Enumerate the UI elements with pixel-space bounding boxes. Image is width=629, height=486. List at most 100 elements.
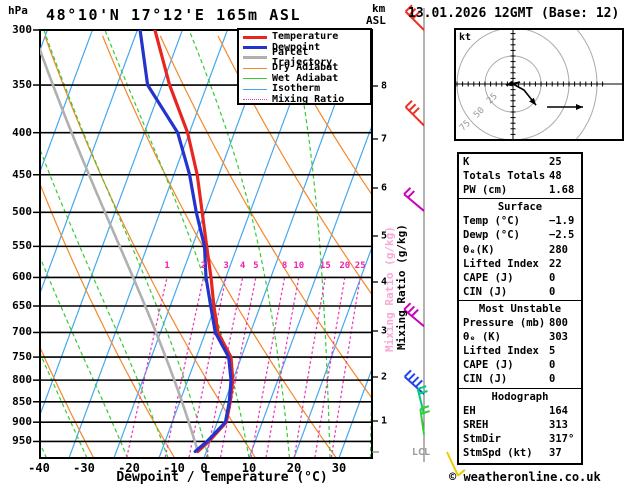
wet-adiabat-line bbox=[40, 351, 88, 458]
pressure-tick-label: 950 bbox=[12, 434, 32, 448]
table-row-value: −1.9 bbox=[549, 215, 575, 228]
table-row: CAPE (J) 0 bbox=[459, 271, 581, 285]
legend-swatch-icon bbox=[243, 56, 267, 60]
pressure-tick-label: 600 bbox=[12, 270, 32, 284]
legend-item: Isotherm bbox=[243, 84, 370, 94]
table-row-label: CAPE (J) bbox=[463, 359, 514, 372]
temperature-axis-title: Dewpoint / Temperature (°C) bbox=[116, 470, 328, 485]
mixing-ratio-value-label: 1 bbox=[164, 261, 170, 271]
table-section: K 25 Totals Totals 48 PW (cm) 1.68 bbox=[459, 154, 581, 198]
legend-swatch-icon bbox=[243, 88, 267, 90]
table-row-value: 0 bbox=[549, 285, 556, 298]
table-row: Dewp (°C) −2.5 bbox=[459, 228, 581, 242]
pressure-tick-label: 800 bbox=[12, 373, 32, 387]
wind-barb-icon bbox=[404, 4, 425, 31]
table-row-label: EH bbox=[463, 404, 476, 417]
mixing-ratio-value-label: 4 bbox=[239, 261, 246, 271]
table-row-value: 303 bbox=[549, 331, 568, 344]
wind-barb-column bbox=[403, 4, 466, 477]
table-row-label: Pressure (mb) bbox=[463, 317, 546, 330]
mixing-ratio-line bbox=[265, 277, 300, 458]
table-row-label: PW (cm) bbox=[463, 184, 508, 197]
legend-item-label: Mixing Ratio bbox=[272, 93, 345, 105]
pressure-tick-label: 650 bbox=[12, 299, 32, 312]
legend-swatch-icon bbox=[243, 67, 267, 69]
pressure-tick-label: 300 bbox=[12, 23, 32, 36]
table-row-label: CIN (J) bbox=[463, 285, 508, 298]
mixing-ratio-value-label: 3 bbox=[223, 261, 229, 271]
lcl-label: LCL bbox=[412, 447, 431, 458]
hodograph bbox=[456, 30, 622, 139]
table-row: PW (cm) 1.68 bbox=[459, 183, 581, 197]
legend-item: Mixing Ratio bbox=[243, 94, 370, 104]
pressure-tick-label: 900 bbox=[12, 415, 32, 429]
table-row-value: 164 bbox=[549, 404, 568, 417]
table-row: StmDir 317° bbox=[459, 432, 581, 446]
table-row: SREH 313 bbox=[459, 418, 581, 432]
table-row-value: 0 bbox=[549, 271, 556, 284]
table-row: CIN (J) 0 bbox=[459, 372, 581, 386]
isotherm-line bbox=[40, 30, 183, 417]
legend-swatch-icon bbox=[243, 99, 267, 101]
km-tick-label: 8 bbox=[381, 80, 388, 92]
wet-adiabat-line bbox=[40, 148, 169, 458]
table-row-label: StmSpd (kt) bbox=[463, 446, 533, 459]
wind-barb-icon bbox=[403, 302, 425, 328]
table-section-title: Surface bbox=[497, 201, 543, 214]
table-row: K 25 bbox=[459, 155, 581, 169]
wind-barb-icon bbox=[404, 100, 425, 127]
mixing-ratio-value-label: 25 bbox=[354, 261, 366, 271]
table-row: CIN (J) 0 bbox=[459, 285, 581, 299]
legend-item: Dry Adiabat bbox=[243, 63, 370, 73]
pressure-tick-label: 400 bbox=[12, 125, 32, 139]
legend-item-label: Dry Adiabat bbox=[272, 62, 339, 74]
temperature-tick-label: 20 bbox=[286, 461, 302, 475]
km-tick-label: 7 bbox=[381, 133, 388, 145]
table-row-value: 25 bbox=[549, 156, 562, 168]
isotherm-line bbox=[293, 245, 372, 458]
wind-barb-icon bbox=[416, 385, 428, 415]
table-section: Surface Temp (°C) −1.9 Dewp (°C) −2.5 θₑ(K) 28… bbox=[459, 198, 581, 300]
km-tick-label: 4 bbox=[381, 276, 388, 288]
table-section-title: Most Unstable bbox=[478, 302, 562, 315]
legend-item-label: Wet Adiabat bbox=[272, 72, 339, 84]
isotherm-line bbox=[248, 123, 372, 458]
table-row-value: 313 bbox=[549, 418, 568, 431]
table-section: Most Unstable Pressure (mb) 800 θₑ (K) 303 Li… bbox=[459, 299, 581, 388]
temperature-tick-label: 0 bbox=[200, 461, 208, 475]
table-row-label: Lifted Index bbox=[463, 257, 539, 270]
table-row-label: θₑ(K) bbox=[463, 243, 495, 256]
legend-swatch-icon bbox=[243, 46, 267, 50]
wind-barb-icon bbox=[419, 405, 430, 435]
table-row: θₑ(K) 280 bbox=[459, 243, 581, 257]
pressure-tick-label: 450 bbox=[12, 167, 32, 181]
legend-swatch-icon bbox=[243, 35, 267, 39]
table-row: Pressure (mb) 800 bbox=[459, 316, 581, 330]
temperature-tick-label: -30 bbox=[73, 461, 95, 475]
temperature-tick-label: -20 bbox=[118, 461, 140, 475]
hodograph-border bbox=[454, 28, 624, 141]
table-row-label: StmDir bbox=[463, 432, 501, 445]
table-row: Lifted Index 22 bbox=[459, 257, 581, 271]
km-tick-label: 3 bbox=[381, 325, 388, 337]
table-row-label: K bbox=[463, 156, 470, 168]
temperature-tick-label: -40 bbox=[28, 461, 50, 475]
pressure-tick-label: 350 bbox=[12, 78, 32, 92]
pressure-tick-label: 750 bbox=[12, 350, 32, 364]
wind-barb-icon bbox=[446, 451, 466, 477]
indices-table: K 25 Totals Totals 48 PW (cm) 1.68 Surface Temp… bbox=[457, 152, 583, 465]
table-row-value: −2.5 bbox=[549, 229, 575, 242]
table-section: Hodograph EH 164 SREH 313 StmDir 317° StmSpd (k… bbox=[459, 387, 581, 461]
dry-adiabat-line bbox=[217, 35, 372, 296]
temperature-tick-label: 10 bbox=[241, 461, 257, 475]
table-row-value: 22 bbox=[549, 257, 562, 270]
wind-barb-icon bbox=[403, 369, 425, 395]
dry-adiabat-line bbox=[40, 345, 95, 458]
mixing-ratio-line bbox=[330, 277, 361, 458]
legend-item-label: Dewpoint bbox=[272, 41, 321, 53]
dewpoint-curve bbox=[138, 30, 233, 454]
table-row-value: 5 bbox=[549, 345, 556, 358]
table-row: CAPE (J) 0 bbox=[459, 358, 581, 372]
table-row-label: θₑ (K) bbox=[463, 331, 501, 344]
